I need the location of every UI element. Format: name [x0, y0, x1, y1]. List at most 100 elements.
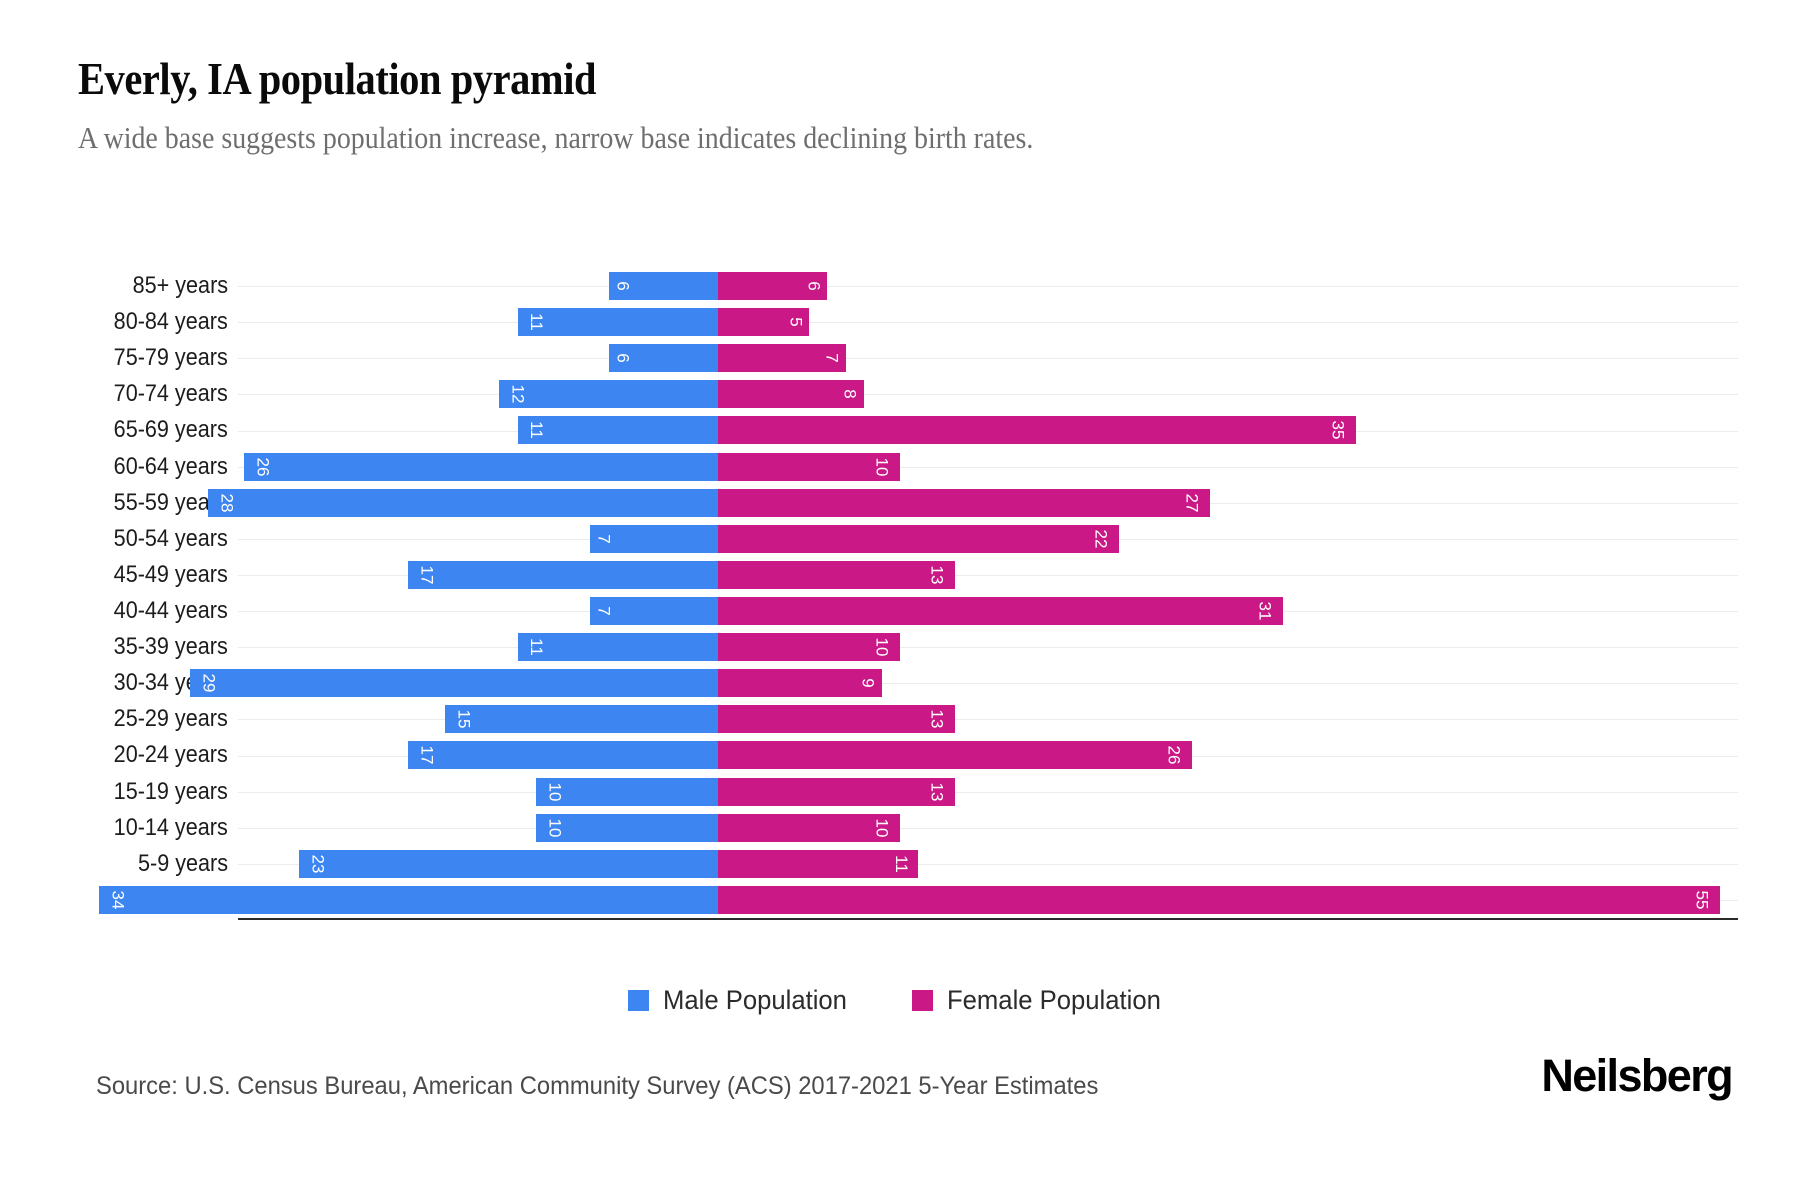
category-label: 20-24 years [113, 741, 228, 769]
female-bar[interactable]: 8 [718, 380, 864, 409]
table-row: 10 13 [238, 774, 1738, 810]
legend-item-female[interactable]: Female Population [912, 985, 1172, 1016]
category-label: 85+ years [132, 272, 228, 299]
female-bar-value: 9 [859, 678, 879, 688]
female-bar-value: 10 [872, 637, 892, 657]
female-bar-value: 7 [822, 353, 842, 363]
gridline [238, 286, 1738, 288]
male-color-swatch-icon [627, 990, 649, 1011]
male-bar[interactable]: 34 [98, 885, 718, 914]
legend-label-female: Female Population [947, 985, 1162, 1015]
male-bar[interactable]: 26 [244, 452, 718, 481]
female-bar-value: 13 [927, 565, 947, 585]
chart-legend: Male Population Female Population [0, 985, 1800, 1016]
female-bar[interactable]: 10 [718, 452, 901, 481]
male-bar-value: 10 [545, 782, 565, 802]
gridline [238, 574, 1738, 576]
male-bar-value: 11 [526, 313, 546, 331]
female-bar[interactable]: 10 [718, 813, 901, 842]
female-bar-value: 10 [872, 457, 892, 477]
female-bar[interactable]: 7 [718, 344, 846, 373]
table-row: 11 5 [238, 304, 1738, 340]
male-bar-value: 26 [253, 457, 273, 477]
female-color-swatch-icon [912, 990, 934, 1011]
population-pyramid-chart: 85+ years 80-84 years 75-79 years 70-74 yea… [98, 268, 1738, 920]
category-label: 65-69 years [113, 416, 228, 444]
female-bar-value: 55 [1692, 890, 1712, 910]
male-bar[interactable]: 15 [444, 705, 718, 734]
male-bar[interactable]: 17 [408, 560, 718, 589]
female-bar[interactable]: 5 [718, 308, 810, 337]
table-row: 26 10 [238, 449, 1738, 485]
page-subtitle: A wide base suggests population increase… [78, 120, 1034, 155]
male-bar-value: 7 [595, 534, 615, 544]
male-bar[interactable]: 11 [517, 633, 718, 662]
gridline [238, 719, 1738, 721]
male-bar-value: 11 [526, 638, 546, 656]
male-bar[interactable]: 7 [590, 597, 718, 625]
category-label: 40-44 years [113, 597, 228, 624]
gridline [238, 466, 1738, 468]
male-bar[interactable]: 11 [517, 308, 718, 337]
table-row: 34 55 [98, 882, 1738, 918]
female-bar[interactable]: 10 [718, 633, 901, 662]
male-bar[interactable]: 28 [207, 488, 718, 517]
table-row: 11 10 [238, 629, 1738, 665]
male-bar[interactable]: 10 [535, 813, 718, 842]
table-row: 15 13 [238, 701, 1738, 737]
female-bar[interactable]: 27 [718, 488, 1210, 517]
gridline [238, 394, 1738, 396]
male-bar[interactable]: 29 [189, 669, 718, 698]
gridline [238, 827, 1738, 829]
female-bar[interactable]: 11 [718, 849, 919, 878]
page-title: Everly, IA population pyramid [78, 53, 597, 104]
table-row: 7 31 [238, 593, 1738, 629]
male-bar-value: 6 [613, 281, 633, 291]
female-bar-value: 8 [841, 389, 860, 400]
category-label: 60-64 years [113, 452, 228, 480]
category-label: 80-84 years [113, 308, 228, 336]
table-row: 12 8 [238, 376, 1738, 412]
female-bar[interactable]: 13 [718, 560, 955, 589]
category-label: 70-74 years [113, 380, 228, 408]
female-bar[interactable]: 9 [718, 669, 882, 698]
female-bar[interactable]: 26 [718, 741, 1192, 770]
female-bar[interactable]: 6 [718, 272, 828, 300]
female-bar[interactable]: 22 [718, 524, 1119, 553]
male-bar-value: 6 [613, 353, 633, 363]
gridline [238, 322, 1738, 324]
male-bar-value: 7 [595, 606, 615, 616]
male-bar[interactable]: 11 [517, 416, 718, 445]
female-bar-value: 5 [786, 317, 806, 327]
category-label: 50-54 years [113, 524, 228, 552]
male-bar[interactable]: 7 [590, 524, 718, 553]
male-bar[interactable]: 12 [499, 380, 718, 409]
female-bar[interactable]: 13 [718, 777, 955, 806]
male-bar[interactable]: 23 [298, 849, 718, 878]
table-row: 17 13 [238, 557, 1738, 593]
legend-label-male: Male Population [662, 985, 847, 1015]
male-bar[interactable]: 17 [408, 741, 718, 770]
male-bar-value: 29 [199, 673, 219, 693]
legend-item-male[interactable]: Male Population [627, 985, 857, 1016]
category-label: 75-79 years [113, 344, 228, 372]
male-bar-value: 28 [217, 493, 237, 513]
male-bar[interactable]: 10 [535, 777, 718, 806]
male-bar-value: 23 [308, 854, 328, 874]
table-row: 23 11 [238, 846, 1738, 882]
category-label: 25-29 years [113, 705, 228, 733]
table-row: 29 9 [189, 665, 1738, 701]
plot-area: 6 6 11 5 6 7 12 8 11 35 26 10 28 27 7 22 17 13 7 31 11 10 29 9 1… [98, 268, 1738, 920]
male-bar[interactable]: 6 [608, 344, 718, 373]
female-bar-value: 31 [1255, 601, 1275, 621]
x-axis-line [238, 918, 1738, 920]
female-bar-value: 11 [891, 854, 911, 873]
female-bar[interactable]: 13 [718, 705, 955, 734]
female-bar[interactable]: 55 [718, 885, 1720, 914]
female-bar[interactable]: 35 [718, 416, 1356, 445]
male-bar[interactable]: 6 [608, 272, 718, 300]
female-bar[interactable]: 31 [718, 597, 1283, 625]
category-label: 35-39 years [113, 633, 228, 661]
female-bar-value: 26 [1164, 745, 1184, 765]
